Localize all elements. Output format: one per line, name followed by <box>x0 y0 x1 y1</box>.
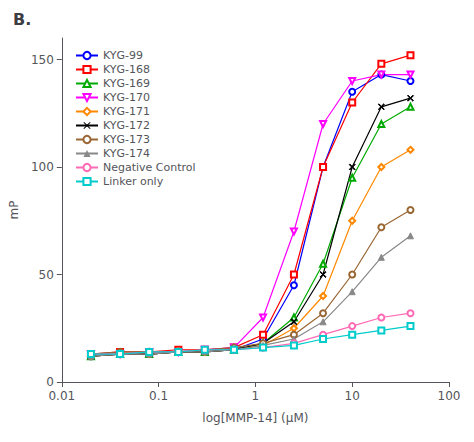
svg-text:150: 150 <box>31 53 54 67</box>
svg-text:0.1: 0.1 <box>149 389 168 403</box>
svg-text:log[MMP-14] (μM): log[MMP-14] (μM) <box>202 411 308 425</box>
svg-text:KYG-168: KYG-168 <box>103 63 150 76</box>
svg-text:10: 10 <box>345 389 360 403</box>
svg-text:KYG-174: KYG-174 <box>103 147 150 160</box>
svg-text:B.: B. <box>13 10 31 29</box>
svg-text:KYG-170: KYG-170 <box>103 91 150 104</box>
svg-text:KYG-171: KYG-171 <box>103 105 150 118</box>
svg-text:mP: mP <box>7 201 21 220</box>
svg-text:KYG-173: KYG-173 <box>103 133 150 146</box>
svg-text:50: 50 <box>39 268 54 282</box>
svg-text:100: 100 <box>31 160 54 174</box>
svg-text:Linker only: Linker only <box>103 175 164 188</box>
svg-text:1: 1 <box>252 389 260 403</box>
svg-text:Negative Control: Negative Control <box>103 161 196 174</box>
svg-text:100: 100 <box>438 389 461 403</box>
svg-text:0: 0 <box>46 375 54 389</box>
svg-text:KYG-172: KYG-172 <box>103 119 150 132</box>
svg-text:KYG-169: KYG-169 <box>103 77 150 90</box>
svg-text:0.01: 0.01 <box>48 389 75 403</box>
svg-text:KYG-99: KYG-99 <box>103 49 143 62</box>
